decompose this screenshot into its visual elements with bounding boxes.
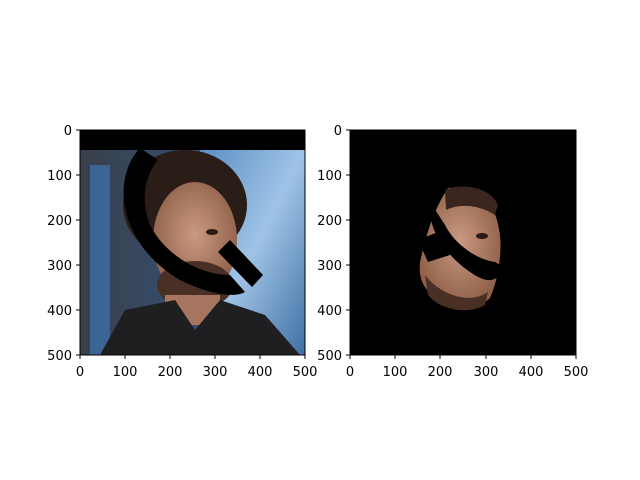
xtick-label: 200 [428, 365, 453, 380]
xtick-label: 0 [76, 365, 84, 380]
xtick-label: 100 [113, 365, 138, 380]
ytick-label: 200 [317, 214, 342, 229]
image-right [350, 130, 576, 355]
ytick-label: 300 [47, 259, 72, 274]
ytick-label: 300 [317, 259, 342, 274]
xtick-label: 300 [203, 365, 228, 380]
ytick-label: 0 [334, 124, 342, 139]
ytick-label: 500 [47, 349, 72, 364]
xtick-label: 100 [383, 365, 408, 380]
yticks-left: 0 100 200 300 400 500 [47, 124, 80, 364]
xtick-label: 300 [474, 365, 499, 380]
image-left [80, 130, 305, 355]
xticks-left: 0 100 200 300 400 500 [76, 355, 318, 380]
ytick-label: 200 [47, 214, 72, 229]
axes-left: 0 100 200 300 400 500 0 100 200 300 400 … [47, 124, 317, 380]
xtick-label: 500 [293, 365, 318, 380]
ytick-label: 400 [317, 304, 342, 319]
xtick-label: 500 [564, 365, 589, 380]
axes-right: 0 100 200 300 400 500 0 100 200 300 400 … [317, 124, 588, 380]
xtick-label: 200 [158, 365, 183, 380]
ytick-label: 400 [47, 304, 72, 319]
xtick-label: 400 [519, 365, 544, 380]
xtick-label: 0 [346, 365, 354, 380]
ytick-label: 500 [317, 349, 342, 364]
ytick-label: 100 [317, 169, 342, 184]
yticks-right: 0 100 200 300 400 500 [317, 124, 350, 364]
ytick-label: 100 [47, 169, 72, 184]
xtick-label: 400 [248, 365, 273, 380]
ytick-label: 0 [64, 124, 72, 139]
xticks-right: 0 100 200 300 400 500 [346, 355, 589, 380]
